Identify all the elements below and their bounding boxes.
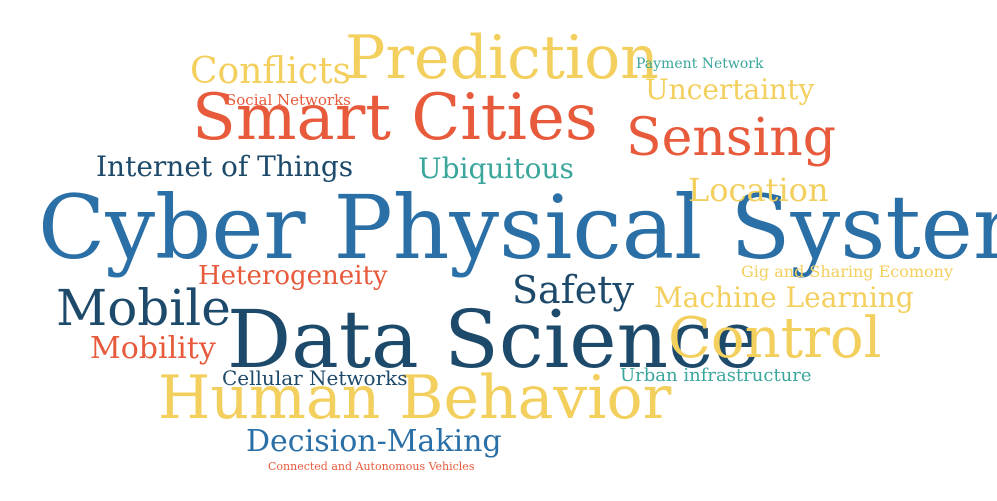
word-gig-and-sharing: Gig and Sharing Ecomony <box>741 262 954 281</box>
word-cyber-physical-systems: Cyber Physical Systems <box>38 176 997 279</box>
word-safety: Safety <box>512 268 634 312</box>
word-smart-cities: Smart Cities <box>192 81 598 155</box>
word-decision-making: Decision-Making <box>246 424 502 459</box>
word-ubiquitous: Ubiquitous <box>418 152 574 185</box>
word-data-science: Data Science <box>227 293 761 386</box>
word-cellular-networks: Cellular Networks <box>222 366 408 390</box>
word-control: Control <box>668 306 882 371</box>
word-conflicts: Conflicts <box>190 51 352 92</box>
word-connected-autonomous-vehicles: Connected and Autonomous Vehicles <box>268 460 475 473</box>
word-machine-learning: Machine Learning <box>654 281 914 314</box>
word-prediction: Prediction <box>345 23 659 93</box>
word-internet-of-things: Internet of Things <box>96 150 354 183</box>
word-payment-network: Payment Network <box>636 56 764 72</box>
word-mobility: Mobility <box>90 331 216 366</box>
word-sensing: Sensing <box>626 108 836 168</box>
word-heterogeneity: Heterogeneity <box>198 261 388 291</box>
word-mobile: Mobile <box>56 279 231 337</box>
word-urban-infrastructure: Urban infrastructure <box>620 365 812 386</box>
word-social-networks: Social Networks <box>226 91 351 109</box>
word-human-behavior: Human Behavior <box>158 363 672 433</box>
word-uncertainty: Uncertainty <box>645 73 815 106</box>
word-location: Location <box>688 171 829 209</box>
